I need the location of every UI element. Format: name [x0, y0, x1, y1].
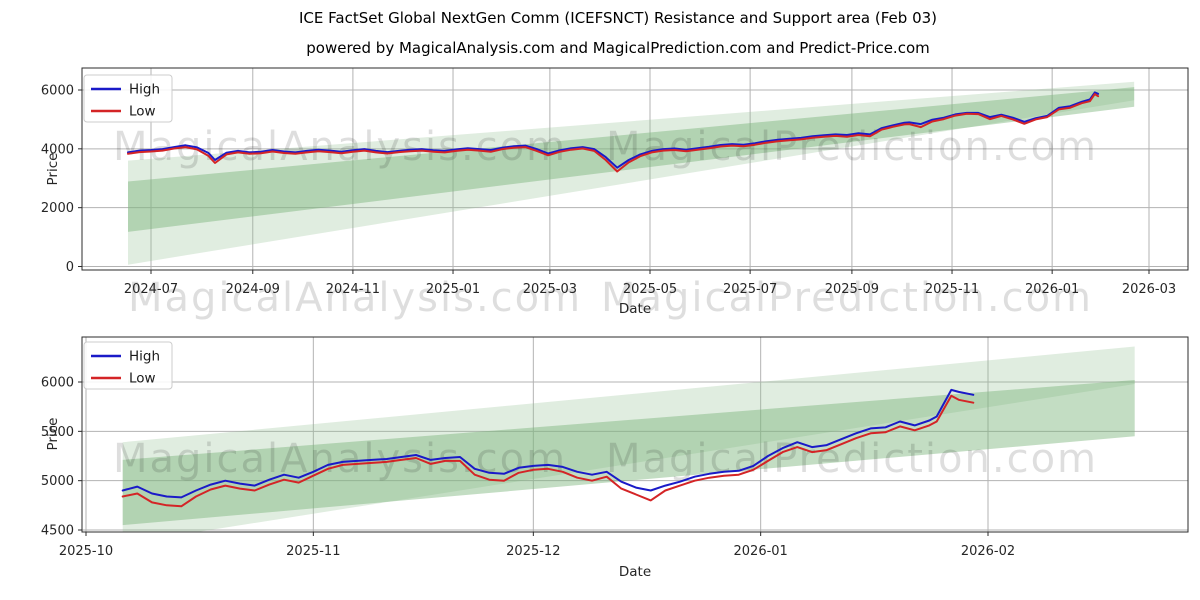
- low-line: [121, 394, 975, 508]
- legend-label-high: High: [129, 349, 160, 365]
- y-tick-label: 4000: [41, 142, 74, 157]
- x-axis-label: Date: [619, 564, 651, 580]
- x-tick-label: 2024-11: [326, 282, 380, 297]
- x-tick-label: 2025-07: [723, 282, 777, 297]
- chart-subtitle: powered by MagicalAnalysis.com and Magic…: [306, 39, 930, 57]
- top-chart: MagicalAnalysis.com MagicalPrediction.com…: [41, 67, 1189, 321]
- watermark-text: MagicalAnalysis.com: [113, 436, 567, 482]
- watermark-text: MagicalPrediction.com: [606, 124, 1098, 170]
- legend-label-low: Low: [129, 371, 156, 387]
- x-tick-label: 2025-09: [825, 282, 879, 297]
- y-tick-label: 2000: [41, 201, 74, 216]
- y-axis-label: Price: [45, 153, 61, 186]
- watermark-text: MagicalAnalysis.com: [128, 275, 582, 321]
- y-tick-label: 6000: [41, 376, 74, 391]
- x-tick-label: 2025-11: [925, 282, 979, 297]
- plot-border: [81, 67, 1189, 271]
- legend-label-high: High: [129, 82, 160, 98]
- watermark-text: MagicalPrediction.com: [601, 275, 1093, 321]
- x-tick-label: 2026-03: [1122, 282, 1176, 297]
- x-axis-label: Date: [619, 301, 651, 317]
- x-tick-label: 2025-11: [286, 544, 340, 559]
- low-line: [127, 93, 1100, 173]
- x-tick-label: 2026-01: [1025, 282, 1079, 297]
- bottom-chart: MagicalAnalysis.com MagicalPrediction.com…: [41, 336, 1189, 580]
- high-line: [127, 91, 1100, 169]
- y-tick-label: 6000: [41, 84, 74, 99]
- x-tick-label: 2026-02: [961, 544, 1015, 559]
- y-tick-label: 5500: [41, 425, 74, 440]
- x-tick-label: 2025-10: [59, 544, 113, 559]
- x-tick-label: 2026-01: [734, 544, 788, 559]
- high-line: [121, 388, 975, 499]
- legend-label-low: Low: [129, 104, 156, 120]
- y-tick-label: 0: [66, 260, 74, 275]
- x-tick-label: 2025-05: [623, 282, 677, 297]
- x-tick-label: 2025-12: [506, 544, 560, 559]
- watermark-text: MagicalPrediction.com: [606, 436, 1098, 482]
- x-tick-label: 2024-09: [226, 282, 280, 297]
- plot-border: [81, 336, 1189, 533]
- y-tick-label: 5000: [41, 474, 74, 489]
- y-tick-label: 4500: [41, 524, 74, 539]
- x-tick-label: 2024-07: [124, 282, 178, 297]
- support-area-inner: [122, 380, 1135, 526]
- y-axis-label: Price: [45, 418, 61, 451]
- x-tick-label: 2025-01: [426, 282, 480, 297]
- chart-title: ICE FactSet Global NextGen Comm (ICEFSNC…: [298, 9, 938, 27]
- resistance-area-outer: [122, 346, 1135, 532]
- x-tick-label: 2025-03: [523, 282, 577, 297]
